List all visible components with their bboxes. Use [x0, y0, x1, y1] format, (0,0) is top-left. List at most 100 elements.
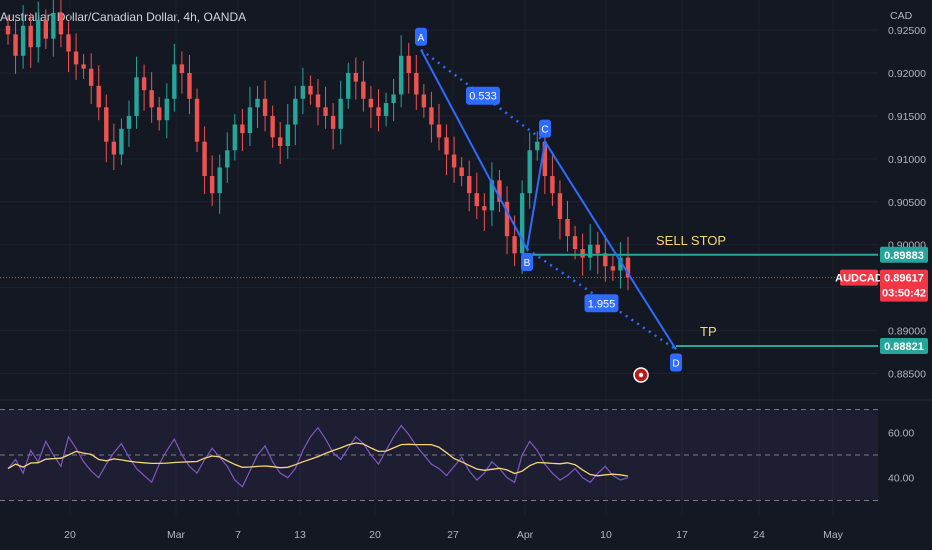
candle-body [308, 85, 313, 95]
time-tick-label: 17 [676, 529, 688, 541]
price-tick-label: 0.89000 [888, 326, 926, 338]
candle-body [519, 193, 525, 254]
pattern-point-label: B [524, 258, 531, 269]
candle-body [315, 94, 321, 108]
candle-body [300, 85, 306, 99]
candles-group [5, 0, 631, 291]
candle-body [512, 236, 517, 254]
candle-body [398, 55, 404, 95]
candle-body [187, 72, 192, 99]
candle-body [383, 103, 389, 116]
candle-body [81, 64, 86, 69]
candle-body [436, 124, 442, 138]
candle-body [587, 244, 593, 258]
candle-body [451, 154, 457, 168]
sell-stop-label: SELL STOP [656, 233, 726, 248]
candle-body [323, 107, 328, 116]
candle-body [285, 124, 290, 146]
symbol-tag [840, 269, 878, 286]
candle-body [572, 236, 578, 250]
ratio-bd-dotted-line [526, 247, 677, 351]
candle-body [13, 34, 18, 56]
candle-body [497, 180, 502, 202]
ratio-label: 1.955 [588, 298, 616, 310]
rsi-tick-label: 60.00 [888, 427, 914, 439]
candle-body [550, 176, 555, 194]
candle-body [414, 72, 419, 95]
candle-body [459, 167, 464, 177]
candle-body [58, 12, 64, 35]
time-tick-label: 13 [294, 529, 306, 541]
pattern-point-label: A [418, 33, 425, 44]
candle-body [489, 180, 495, 211]
candle-body [126, 115, 132, 129]
price-tick-label: 0.92000 [888, 68, 926, 80]
candle-body [625, 257, 631, 278]
level-price-label: 0.88821 [884, 341, 924, 353]
candle-body [618, 257, 623, 271]
candle-body [262, 98, 268, 116]
candle-body [557, 193, 563, 219]
price-tick-label: 0.92500 [888, 25, 926, 37]
candle-body [36, 19, 41, 48]
candle-body [368, 98, 374, 108]
candle-body [421, 94, 427, 108]
candle-body [565, 218, 570, 237]
candle-body [141, 77, 147, 91]
time-tick-label: 10 [600, 529, 612, 541]
event-marker-dot [638, 372, 644, 378]
pattern-point-badge [670, 353, 682, 372]
candle-body [240, 124, 245, 134]
harmonic-pattern-line [420, 49, 677, 351]
time-tick-label: 27 [447, 529, 459, 541]
price-tick-label: 0.91000 [888, 154, 926, 166]
ratio-badge [584, 294, 619, 313]
candle-body [603, 253, 608, 267]
level-price-tag [880, 246, 928, 263]
candle-body [391, 94, 396, 104]
price-tick-label: 0.88500 [888, 369, 926, 381]
candle-body [542, 141, 548, 177]
pattern-point-badge [539, 119, 551, 138]
candle-body [20, 25, 26, 56]
candle-body [88, 68, 94, 86]
candle-body [361, 81, 366, 99]
candle-body [232, 124, 238, 151]
candle-body [535, 141, 540, 151]
candle-body [202, 141, 207, 177]
candle-body [270, 115, 275, 138]
pattern-point-badge [521, 253, 533, 272]
candle-body [580, 249, 585, 258]
candle-body [527, 150, 532, 194]
rsi-ma-line [7, 442, 629, 477]
candle-body [134, 77, 139, 116]
rsi-line [7, 424, 629, 488]
candle-body [225, 150, 230, 168]
candle-body [467, 176, 472, 194]
time-tick-label: Apr [517, 529, 534, 541]
candle-body [293, 98, 298, 125]
price-tick-label: 0.90500 [888, 197, 926, 209]
time-tick-label: 24 [753, 529, 765, 541]
candle-body [353, 72, 359, 82]
candle-body [330, 115, 336, 129]
time-tick-label: Mar [167, 529, 186, 541]
candle-body [255, 98, 260, 108]
time-tick-label: 7 [235, 529, 241, 541]
price-axis-currency: CAD [890, 10, 913, 22]
candle-body [277, 137, 283, 146]
time-tick-label: May [823, 529, 844, 541]
candle-body [346, 72, 351, 99]
symbol-label: AUDCAD [835, 273, 883, 285]
pattern-point-label: C [541, 125, 548, 136]
candle-body [164, 98, 169, 121]
candle-body [209, 176, 215, 194]
level-price-tag [880, 337, 928, 354]
time-tick-label: 20 [369, 529, 381, 541]
pattern-point-label: D [672, 358, 679, 369]
rsi-tick-label: 40.00 [888, 473, 914, 485]
candle-body [429, 107, 434, 125]
candle-body [157, 107, 162, 121]
candle-body [51, 12, 56, 39]
